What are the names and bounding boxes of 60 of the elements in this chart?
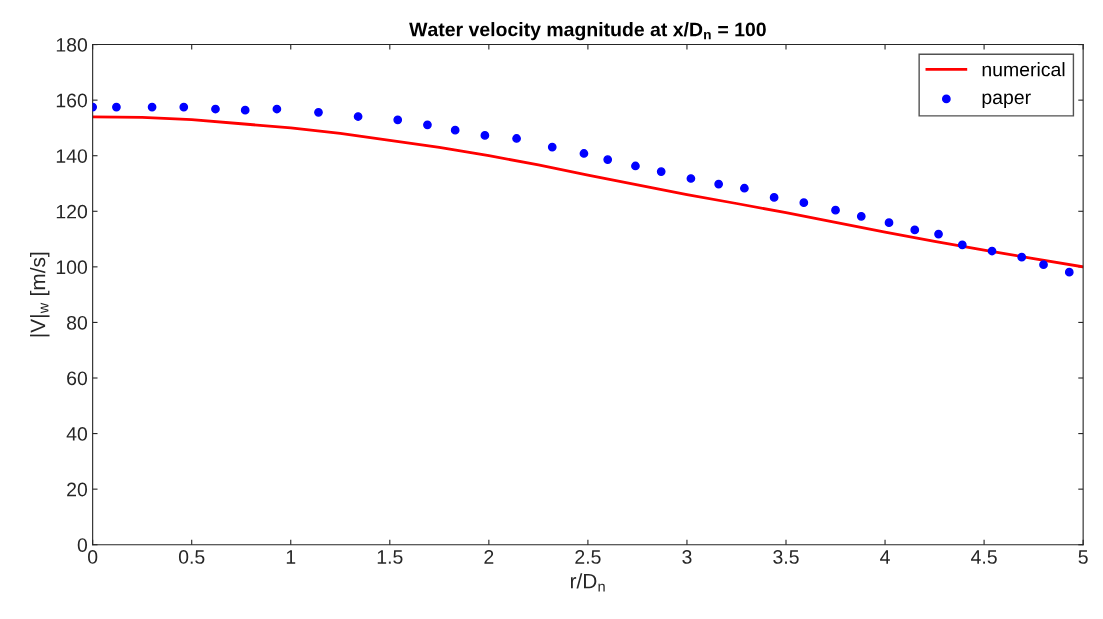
y-tick-label: 80 [67, 315, 88, 330]
point [856, 211, 866, 221]
point [631, 161, 640, 171]
y-tick-label: 40 [66, 427, 88, 441]
x-tick-label: 0.5 [178, 550, 205, 564]
y-tick-label: 60 [67, 371, 88, 386]
point [714, 179, 724, 189]
y-tick-label: 180 [56, 38, 88, 52]
y-tick-label: 0 [77, 538, 88, 552]
point [1017, 252, 1027, 262]
x-tick-label: 4 [880, 550, 890, 564]
point [314, 107, 323, 117]
point [179, 102, 189, 112]
point [603, 155, 613, 164]
point [1039, 260, 1048, 270]
line-series [92, 115, 1084, 269]
x-tick-label: 1.5 [377, 550, 403, 564]
x-tick-label: 2.5 [575, 550, 601, 564]
point [686, 174, 696, 183]
y-tick-label: 140 [56, 149, 88, 163]
point [547, 142, 557, 152]
y-tick-label: 160 [56, 93, 88, 108]
point [831, 205, 840, 215]
point [423, 120, 432, 130]
y-tick-label: 20 [67, 482, 88, 497]
point [211, 104, 220, 114]
point [957, 240, 967, 250]
x-axis-title: r/D$_{n}$ [570, 573, 605, 592]
point [769, 193, 779, 202]
x-tick-label: 1 [286, 550, 296, 564]
point [740, 183, 749, 193]
point [480, 131, 490, 140]
x-tick-label: 3.5 [773, 550, 799, 564]
point [393, 115, 403, 125]
point [272, 104, 282, 114]
point [112, 102, 121, 112]
point [799, 198, 809, 208]
point [579, 149, 589, 158]
point [987, 246, 997, 256]
point [910, 225, 920, 235]
point [884, 218, 894, 228]
point [147, 102, 157, 112]
x-tick-label: 4.5 [971, 550, 997, 564]
legend-label: paper [982, 93, 1031, 109]
point [353, 112, 363, 121]
y-axis-title: |V|$_{w}$ [m/s] [30, 252, 50, 337]
legend-label: numerical [982, 62, 1065, 77]
point [1064, 267, 1074, 277]
y-tick-label: 120 [56, 204, 88, 219]
x-tick-label: 0 [88, 550, 98, 564]
point [450, 125, 460, 135]
x-tick-label: 5 [1078, 550, 1088, 564]
point [656, 167, 666, 176]
chart-title: Water velocity magnitude at x/D$_{n}$ = 100 [409, 22, 766, 41]
point [240, 105, 250, 115]
x-tick-label: 2 [484, 550, 494, 564]
point [512, 134, 521, 143]
y-tick-label: 100 [56, 260, 88, 275]
point [934, 229, 943, 239]
x-tick-label: 3 [682, 550, 692, 564]
